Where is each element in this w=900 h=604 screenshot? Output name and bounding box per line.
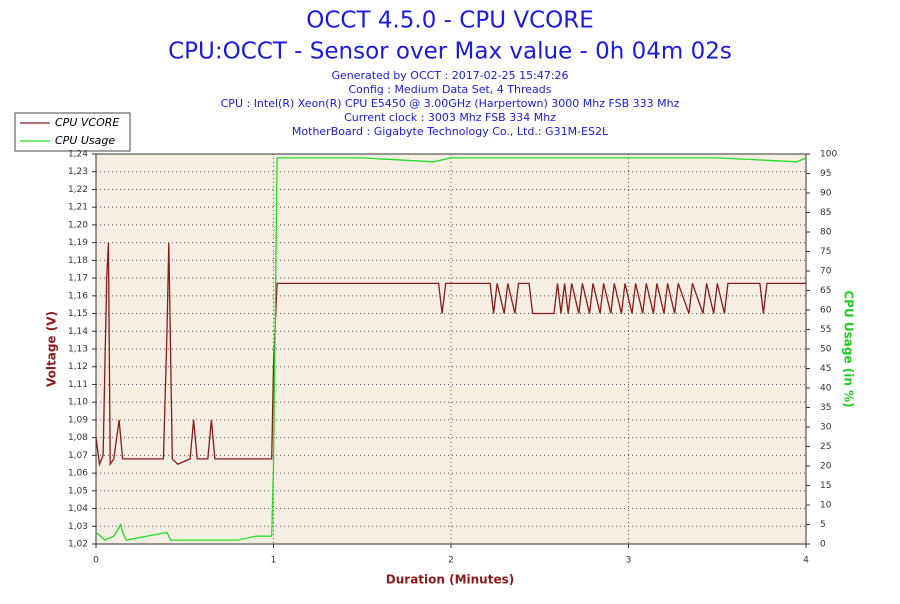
y-tick-label: 1,22 — [68, 185, 88, 195]
y2-tick-label: 100 — [820, 150, 837, 160]
y2-tick-label: 90 — [820, 189, 832, 199]
y-tick-label: 1,14 — [68, 327, 88, 337]
y2-tick-label: 10 — [820, 501, 832, 511]
y2-tick-label: 35 — [820, 403, 831, 413]
y-tick-label: 1,09 — [68, 415, 88, 425]
plot-area — [96, 154, 806, 544]
y2-tick-label: 5 — [820, 520, 826, 530]
y-tick-label: 1,24 — [68, 150, 88, 160]
x-tick-label: 1 — [271, 556, 277, 566]
y-tick-label: 1,08 — [68, 433, 88, 443]
y2-tick-label: 60 — [820, 306, 832, 316]
y-tick-label: 1,17 — [68, 274, 88, 284]
y-tick-label: 1,16 — [68, 291, 88, 301]
info-line: MotherBoard : Gigabyte Technology Co., L… — [292, 125, 609, 138]
series-line — [95, 157, 807, 541]
y2-axis-label: CPU Usage (in %) — [842, 290, 856, 407]
y2-tick-label: 15 — [820, 481, 831, 491]
chart-subtitle: CPU:OCCT - Sensor over Max value - 0h 04… — [168, 39, 732, 65]
info-line: CPU : Intel(R) Xeon(R) CPU E5450 @ 3.00G… — [221, 97, 680, 110]
info-line: Config : Medium Data Set, 4 Threads — [349, 83, 552, 96]
y-tick-label: 1,19 — [68, 238, 88, 248]
y2-tick-label: 55 — [820, 325, 831, 335]
y2-tick-label: 75 — [820, 247, 831, 257]
y2-tick-label: 30 — [820, 423, 832, 433]
y-tick-label: 1,07 — [68, 451, 88, 461]
y-tick-label: 1,18 — [68, 256, 88, 266]
y-tick-label: 1,12 — [68, 362, 88, 372]
y-tick-label: 1,13 — [68, 345, 88, 355]
y2-tick-label: 40 — [820, 384, 832, 394]
y-tick-label: 1,10 — [68, 398, 88, 408]
y-tick-label: 1,23 — [68, 167, 88, 177]
legend-label: CPU Usage — [55, 134, 115, 147]
y-tick-label: 1,05 — [68, 486, 88, 496]
y2-tick-label: 20 — [820, 462, 832, 472]
y-tick-label: 1,15 — [68, 309, 88, 319]
info-line: Current clock : 3003 Mhz FSB 334 Mhz — [344, 111, 556, 124]
y2-tick-label: 0 — [820, 540, 826, 550]
legend-label: CPU VCORE — [55, 116, 119, 129]
y-tick-label: 1,20 — [68, 220, 88, 230]
chart-title: OCCT 4.5.0 - CPU VCORE — [306, 8, 594, 34]
y2-tick-label: 50 — [820, 345, 832, 355]
plot-border — [95, 153, 807, 545]
x-tick-label: 4 — [803, 556, 809, 566]
series-line — [95, 242, 806, 467]
y-tick-label: 1,02 — [68, 540, 88, 550]
y2-tick-label: 80 — [820, 228, 832, 238]
x-tick-label: 3 — [626, 556, 632, 566]
x-axis-label: Duration (Minutes) — [386, 573, 514, 587]
y-tick-label: 1,06 — [68, 469, 88, 479]
y2-tick-label: 45 — [820, 364, 831, 374]
y-tick-label: 1,11 — [68, 380, 88, 390]
x-tick-label: 0 — [93, 556, 99, 566]
y2-tick-label: 65 — [820, 286, 831, 296]
y-axis-label: Voltage (V) — [45, 311, 59, 387]
y2-tick-label: 70 — [820, 267, 832, 277]
info-line: Generated by OCCT : 2017-02-25 15:47:26 — [331, 69, 568, 82]
y-tick-label: 1,21 — [68, 203, 88, 213]
legend — [14, 112, 131, 152]
y2-tick-label: 25 — [820, 442, 831, 452]
y2-tick-label: 85 — [820, 208, 831, 218]
y-tick-label: 1,03 — [68, 522, 88, 532]
y2-tick-label: 95 — [820, 169, 831, 179]
y-tick-label: 1,04 — [68, 504, 88, 514]
x-tick-label: 2 — [448, 556, 454, 566]
